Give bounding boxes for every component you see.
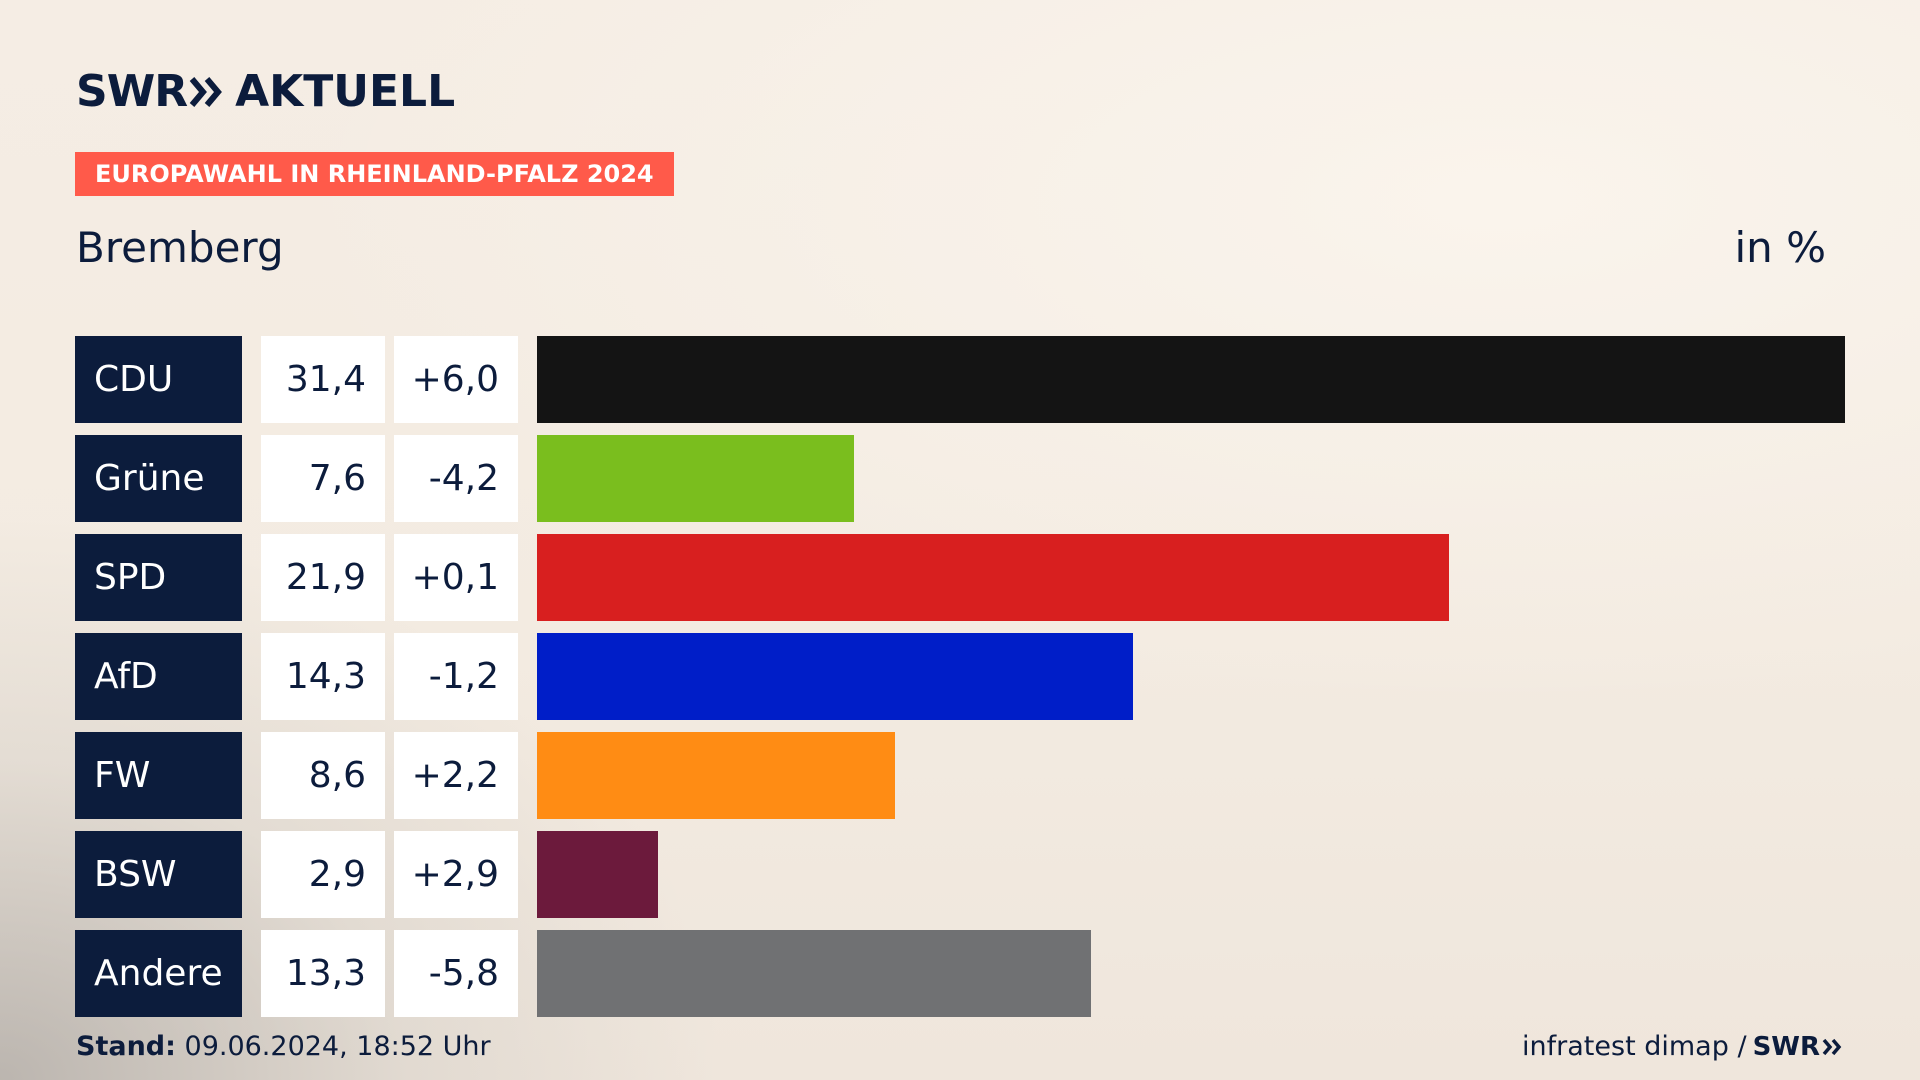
party-label: Grüne <box>75 435 242 522</box>
footer-swr-logo: SWR <box>1753 1030 1844 1064</box>
share-value: 2,9 <box>261 831 385 918</box>
chart-row: Andere 13,3 -5,8 <box>75 930 1845 1017</box>
change-value: +0,1 <box>394 534 518 621</box>
party-label: FW <box>75 732 242 819</box>
change-value: -5,8 <box>394 930 518 1017</box>
chart-row: AfD 14,3 -1,2 <box>75 633 1845 720</box>
chart-row: Grüne 7,6 -4,2 <box>75 435 1845 522</box>
logo-swr-text: SWR <box>76 66 188 117</box>
party-label: SPD <box>75 534 242 621</box>
change-value: +6,0 <box>394 336 518 423</box>
share-value: 14,3 <box>261 633 385 720</box>
share-value: 8,6 <box>261 732 385 819</box>
chart-row: FW 8,6 +2,2 <box>75 732 1845 819</box>
bar <box>537 336 1845 423</box>
bar <box>537 732 895 819</box>
logo-chevron-icon <box>189 75 225 109</box>
swr-aktuell-logo: SWR AKTUELL <box>76 66 455 118</box>
bar <box>537 534 1449 621</box>
change-value: -4,2 <box>394 435 518 522</box>
results-chart: CDU 31,4 +6,0 Grüne 7,6 -4,2 SPD 21,9 +0,1 AfD 14,… <box>75 336 1845 1017</box>
election-tag: EUROPAWAHL IN RHEINLAND-PFALZ 2024 <box>75 152 674 196</box>
party-label: AfD <box>75 633 242 720</box>
change-value: +2,2 <box>394 732 518 819</box>
chart-row: BSW 2,9 +2,9 <box>75 831 1845 918</box>
share-value: 31,4 <box>261 336 385 423</box>
logo-aktuell-text: AKTUELL <box>235 66 456 117</box>
bar <box>537 831 658 918</box>
chart-row: SPD 21,9 +0,1 <box>75 534 1845 621</box>
party-label: BSW <box>75 831 242 918</box>
source-credit: infratest dimap / SWR <box>1522 1030 1844 1064</box>
chart-row: CDU 31,4 +6,0 <box>75 336 1845 423</box>
footer-chevron-icon <box>1822 1038 1842 1056</box>
source-text: infratest dimap / <box>1522 1031 1747 1062</box>
unit-label: in % <box>1734 223 1826 272</box>
party-label: Andere <box>75 930 242 1017</box>
share-value: 7,6 <box>261 435 385 522</box>
change-value: -1,2 <box>394 633 518 720</box>
change-value: +2,9 <box>394 831 518 918</box>
share-value: 13,3 <box>261 930 385 1017</box>
stand-value: 09.06.2024, 18:52 Uhr <box>184 1031 491 1062</box>
bar <box>537 633 1133 720</box>
party-label: CDU <box>75 336 242 423</box>
footer-swr-text: SWR <box>1752 1032 1820 1062</box>
stand-label: Stand: <box>76 1031 176 1062</box>
bar <box>537 930 1091 1017</box>
share-value: 21,9 <box>261 534 385 621</box>
timestamp: Stand: 09.06.2024, 18:52 Uhr <box>76 1030 491 1064</box>
region-title: Bremberg <box>76 223 284 272</box>
bar <box>537 435 854 522</box>
